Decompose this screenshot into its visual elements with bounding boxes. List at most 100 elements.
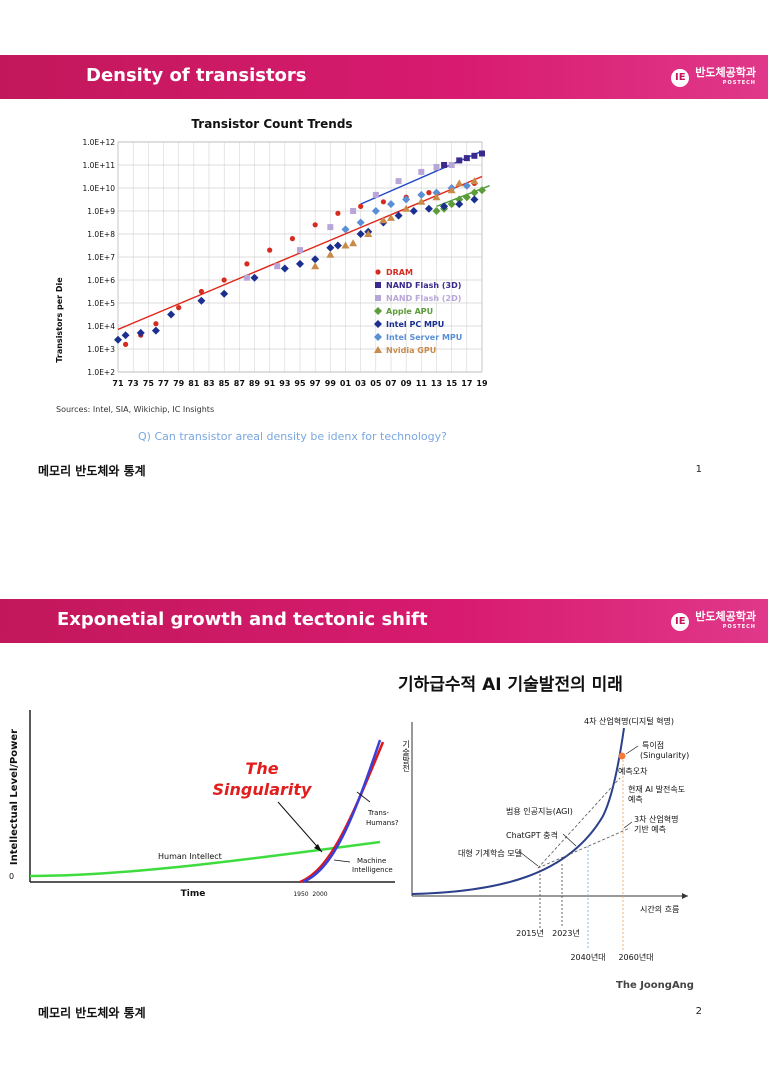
y-tick-label: 1.0E+12 bbox=[83, 138, 116, 147]
data-point bbox=[289, 236, 296, 242]
chart-sources: Sources: Intel, SIA, Wikichip, IC Insigh… bbox=[56, 405, 215, 414]
data-point bbox=[402, 204, 411, 212]
singularity-line2: Singularity bbox=[213, 780, 313, 799]
label-4th-industry: 4차 산업혁명(디지털 혁명) bbox=[584, 716, 674, 726]
x-tick-label: 93 bbox=[279, 379, 290, 388]
data-point bbox=[167, 310, 176, 319]
chart-grid bbox=[117, 141, 483, 373]
slide-header: Density of transistors IE 반도체공학과 POSTECH bbox=[0, 55, 768, 99]
trans-pointer bbox=[356, 791, 371, 803]
trans-human-curve bbox=[302, 739, 382, 884]
question-text: Q) Can transistor areal density be idenx… bbox=[138, 430, 447, 443]
data-point bbox=[387, 213, 395, 221]
data-point bbox=[311, 255, 320, 264]
x-tick-label: 97 bbox=[310, 379, 321, 388]
data-point bbox=[387, 200, 395, 209]
data-point bbox=[296, 259, 304, 268]
data-point bbox=[426, 190, 432, 196]
y-tick-label: 1.0E+7 bbox=[87, 253, 115, 262]
data-point bbox=[463, 155, 470, 162]
legend-label: Apple APU bbox=[386, 307, 433, 316]
label-current-2: 예측 bbox=[628, 794, 643, 804]
slide-header: Exponetial growth and tectonic shift IE … bbox=[0, 599, 768, 643]
data-point bbox=[417, 197, 426, 205]
data-point bbox=[418, 168, 425, 175]
data-point bbox=[312, 222, 318, 228]
data-point bbox=[462, 181, 471, 190]
legend-marker bbox=[375, 282, 381, 288]
data-point bbox=[333, 241, 342, 250]
legend-marker bbox=[374, 307, 382, 315]
data-point bbox=[471, 152, 478, 159]
logo-icon: IE bbox=[671, 69, 690, 87]
data-point bbox=[356, 218, 365, 227]
data-point bbox=[448, 162, 455, 168]
data-point bbox=[358, 203, 364, 209]
fig-ylabel: Intellectual Level/Power bbox=[9, 729, 20, 865]
y-tick-label: 1.0E+6 bbox=[87, 276, 115, 285]
x-tick-label: 89 bbox=[249, 379, 261, 388]
legend-marker bbox=[375, 295, 381, 301]
legend-marker bbox=[374, 333, 382, 341]
label-error: 예측오차 bbox=[618, 766, 648, 776]
x-tick-label: 95 bbox=[294, 379, 306, 388]
legend-label: Intel PC MPU bbox=[386, 320, 444, 329]
logo-text: 반도체공학과 bbox=[695, 66, 756, 79]
data-point bbox=[197, 296, 206, 305]
label-current-1: 현재 AI 발전속도 bbox=[628, 784, 685, 794]
transistor-chart: Transistor Count Trends Transistors per … bbox=[55, 117, 490, 388]
data-point bbox=[122, 341, 129, 347]
machine-label-2: Intelligence bbox=[352, 866, 393, 874]
data-point bbox=[372, 191, 379, 198]
legend-marker bbox=[374, 346, 382, 353]
singularity-figure: Intellectual Level/Power 0 Time 1950 200… bbox=[9, 710, 399, 899]
x-tick-label: 09 bbox=[401, 379, 413, 388]
trans-label-1: Trans- bbox=[367, 809, 389, 817]
data-point bbox=[479, 150, 485, 157]
singularity-arrow bbox=[277, 801, 323, 853]
slide-1: Density of transistors IE 반도체공학과 POSTECH… bbox=[0, 50, 768, 524]
ai-xlabel: 시간의 흐름 bbox=[640, 904, 679, 914]
data-point bbox=[121, 331, 130, 340]
y-tick-label: 1.0E+3 bbox=[87, 345, 115, 354]
x-tick-label: 07 bbox=[385, 379, 396, 388]
data-point bbox=[402, 195, 411, 204]
legend-label: DRAM bbox=[386, 268, 413, 277]
x-tick-label: 77 bbox=[158, 379, 169, 388]
data-points bbox=[114, 150, 486, 347]
footer-title: 메모리 반도체와 통계 bbox=[38, 1006, 146, 1020]
x-tick-label: 03 bbox=[355, 379, 366, 388]
page-number: 2 bbox=[695, 1006, 702, 1017]
data-point bbox=[326, 250, 335, 258]
year-2023: 2023년 bbox=[552, 928, 580, 938]
label-chatgpt: ChatGPT 충격 bbox=[506, 830, 558, 840]
data-point bbox=[441, 162, 448, 168]
x-tick-label: 99 bbox=[325, 379, 337, 388]
x-tick-label: 83 bbox=[203, 379, 214, 388]
logo-subtext: POSTECH bbox=[722, 80, 756, 86]
data-point bbox=[409, 207, 418, 215]
x-tick-label: 13 bbox=[431, 379, 442, 388]
ai-growth-curve bbox=[411, 727, 625, 895]
y-axis-ticks: 1.0E+2 1.0E+3 1.0E+4 1.0E+5 1.0E+6 1.0E+7 1.0E… bbox=[83, 138, 116, 377]
year-2040s: 2040년대 bbox=[570, 952, 605, 962]
data-point bbox=[220, 289, 229, 298]
y-tick-label: 1.0E+10 bbox=[83, 184, 116, 193]
data-point bbox=[379, 216, 388, 224]
data-point bbox=[395, 178, 402, 185]
x-tick-label: 75 bbox=[143, 379, 155, 388]
x-tick-label: 71 bbox=[112, 379, 124, 388]
data-point bbox=[356, 230, 365, 238]
fig-zero: 0 bbox=[9, 872, 14, 881]
x-tick-label: 81 bbox=[188, 379, 200, 388]
data-point bbox=[274, 263, 281, 270]
data-point bbox=[280, 264, 289, 273]
label-agi: 범용 인공지능(AGI) bbox=[506, 806, 573, 816]
data-point bbox=[198, 288, 205, 295]
human-intellect-curve bbox=[29, 840, 381, 878]
x-tick-label: 87 bbox=[234, 379, 245, 388]
y-tick-label: 1.0E+4 bbox=[87, 322, 115, 331]
data-point bbox=[432, 188, 441, 197]
legend-marker bbox=[374, 320, 382, 328]
data-point bbox=[417, 190, 426, 199]
